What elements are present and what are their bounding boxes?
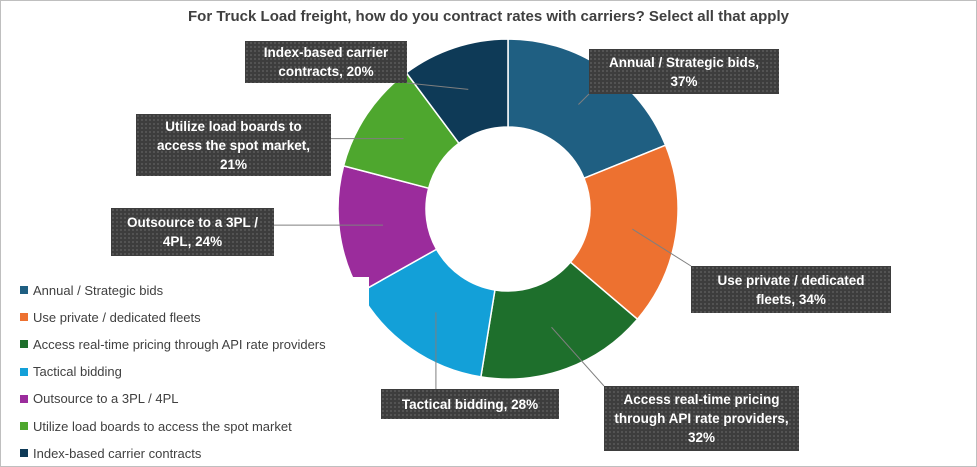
leader-line	[551, 326, 605, 387]
legend-label: Use private / dedicated fleets	[33, 309, 201, 325]
legend-label: Outsource to a 3PL / 4PL	[33, 391, 179, 407]
data-label: Utilize load boards to access the spot m…	[136, 114, 331, 176]
donut-slice	[480, 261, 639, 380]
legend-item: Utilize load boards to access the spot m…	[6, 417, 292, 435]
legend-item: Outsource to a 3PL / 4PL	[6, 390, 179, 408]
leader-line	[632, 228, 692, 267]
legend-item: Use private / dedicated fleets	[6, 308, 201, 326]
data-label: Index-based carrier contracts, 20%	[245, 41, 407, 83]
legend: Annual / Strategic bids Use private / ded…	[6, 277, 369, 464]
legend-swatch	[20, 422, 28, 430]
legend-label: Utilize load boards to access the spot m…	[33, 418, 292, 434]
legend-swatch	[20, 313, 28, 322]
legend-swatch	[20, 367, 28, 376]
data-label: Access real-time pricing through API rat…	[604, 386, 799, 451]
legend-swatch	[20, 394, 28, 403]
donut-slice	[507, 38, 667, 180]
legend-item: Index-based carrier contracts	[6, 444, 201, 462]
legend-item: Access real-time pricing through API rat…	[6, 335, 326, 353]
data-label: Annual / Strategic bids, 37%	[589, 49, 779, 94]
legend-item: Tactical bidding	[6, 363, 122, 381]
legend-label: Index-based carrier contracts	[33, 445, 202, 461]
donut-slice	[569, 144, 679, 321]
legend-swatch	[20, 449, 28, 458]
donut-slice	[405, 38, 509, 145]
leader-line	[578, 93, 590, 105]
legend-label: Access real-time pricing through API rat…	[33, 336, 326, 352]
chart-title: For Truck Load freight, how do you contr…	[188, 8, 789, 25]
leader-line	[406, 82, 469, 90]
data-label: Tactical bidding, 28%	[381, 389, 559, 419]
legend-swatch	[20, 286, 28, 294]
legend-swatch	[20, 340, 28, 349]
data-label: Outsource to a 3PL / 4PL, 24%	[111, 208, 274, 256]
legend-label: Tactical bidding	[33, 364, 122, 380]
data-label: Use private / dedicated fleets, 34%	[691, 266, 891, 313]
legend-label: Annual / Strategic bids	[33, 282, 164, 298]
legend-item: Annual / Strategic bids	[6, 281, 163, 299]
